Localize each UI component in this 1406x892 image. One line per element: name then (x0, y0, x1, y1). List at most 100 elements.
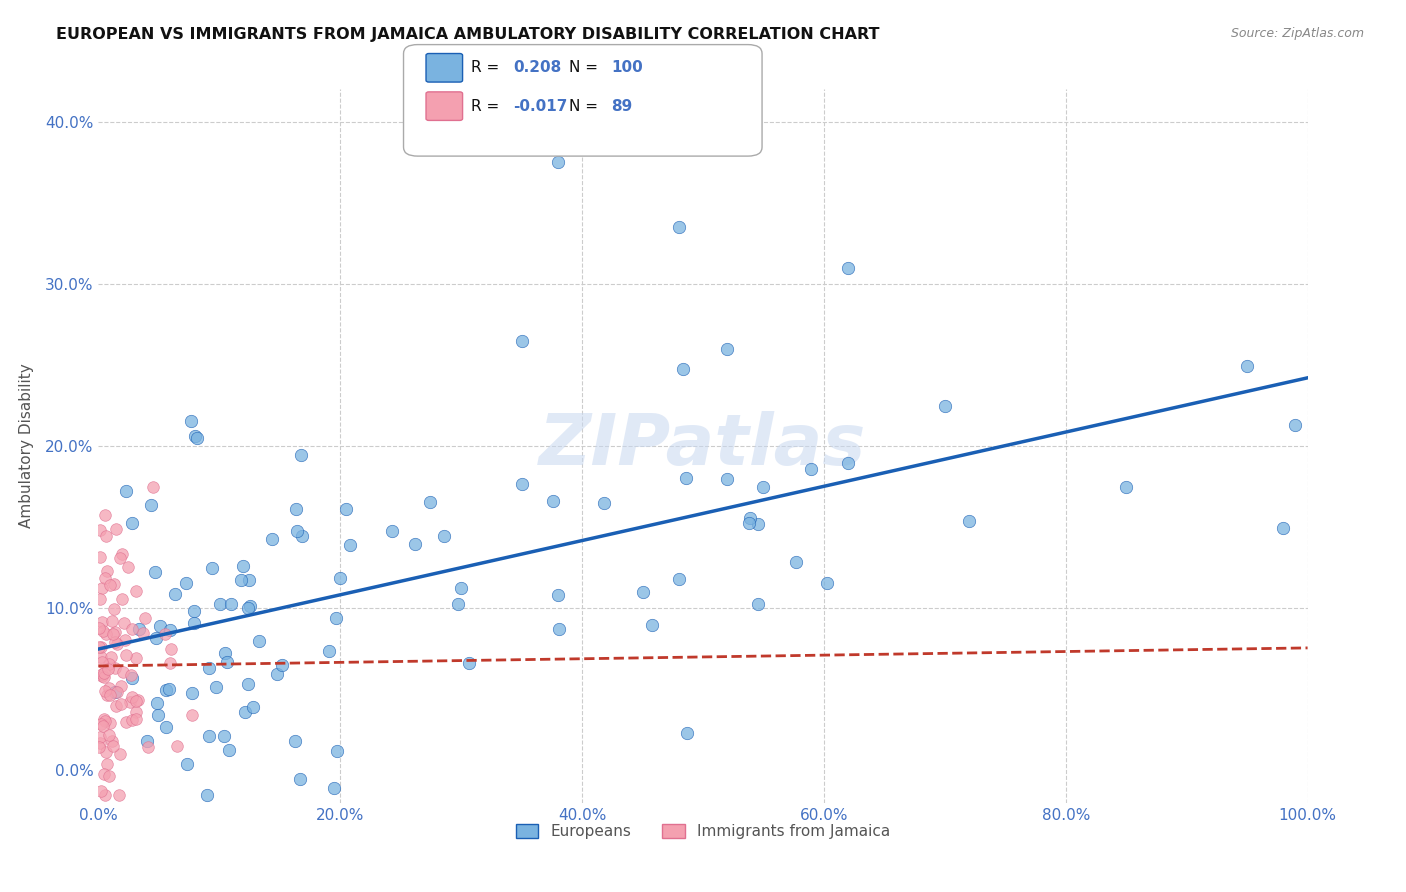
Point (209, 597, 232, 611)
Point (108, 550, 131, 565)
Point (90, 717, 112, 731)
Point (510, 476, 533, 491)
Point (785, 555, 807, 569)
Point (458, 656, 481, 670)
Point (672, 361, 695, 376)
Point (323, 781, 346, 796)
Point (89, 730, 111, 744)
Point (752, 480, 775, 494)
Point (121, 690, 143, 704)
Point (96, 746, 118, 760)
Point (1236, 359, 1258, 374)
Point (103, 577, 125, 591)
Point (89, 736, 111, 750)
Point (91, 581, 114, 595)
Point (90, 649, 112, 664)
Text: Source: ZipAtlas.com: Source: ZipAtlas.com (1230, 27, 1364, 40)
Point (110, 679, 132, 693)
Point (121, 671, 143, 685)
Text: -0.017: -0.017 (513, 99, 568, 113)
Point (541, 494, 564, 508)
Point (447, 597, 470, 611)
Point (335, 502, 357, 516)
Point (291, 529, 314, 543)
Point (675, 471, 697, 485)
Point (91, 615, 114, 630)
Point (89, 523, 111, 537)
Point (747, 597, 769, 611)
Point (236, 676, 259, 690)
Point (157, 681, 180, 696)
Point (233, 705, 256, 719)
Point (141, 498, 163, 512)
Point (104, 635, 127, 649)
Point (107, 788, 129, 802)
Point (284, 733, 307, 747)
Point (108, 747, 131, 762)
Point (98, 728, 121, 742)
Point (198, 730, 221, 744)
Point (183, 616, 205, 631)
Y-axis label: Ambulatory Disability: Ambulatory Disability (18, 364, 34, 528)
Point (287, 524, 309, 538)
Point (91, 668, 114, 682)
Point (640, 618, 662, 632)
Point (934, 399, 956, 413)
Point (93, 788, 115, 802)
Point (105, 685, 128, 699)
Point (205, 681, 228, 695)
Point (94, 684, 117, 698)
Point (100, 716, 122, 731)
Point (89, 640, 111, 654)
Point (110, 698, 132, 712)
Point (98, 681, 121, 696)
Point (135, 734, 157, 748)
Text: N =: N = (569, 61, 603, 75)
Point (800, 461, 823, 475)
Point (121, 516, 143, 530)
Point (91, 719, 114, 733)
Point (262, 532, 284, 546)
Point (176, 756, 198, 771)
Point (114, 633, 136, 648)
Point (89, 549, 111, 564)
Point (195, 788, 218, 802)
Point (747, 516, 769, 531)
Point (146, 708, 169, 723)
Point (229, 573, 252, 587)
Point (94, 571, 117, 585)
Point (125, 705, 148, 719)
Legend: Europeans, Immigrants from Jamaica: Europeans, Immigrants from Jamaica (509, 818, 897, 845)
Point (153, 627, 176, 641)
Point (419, 495, 441, 509)
Point (737, 516, 759, 530)
Text: 89: 89 (612, 99, 633, 113)
Point (1115, 480, 1137, 494)
Point (318, 644, 340, 658)
Point (96, 688, 118, 702)
Point (121, 713, 143, 727)
Point (668, 572, 690, 586)
Text: ZIPatlas: ZIPatlas (540, 411, 866, 481)
Point (159, 623, 181, 637)
Point (547, 588, 569, 602)
Point (90, 640, 112, 654)
Point (837, 457, 859, 471)
Point (166, 739, 188, 754)
Point (326, 744, 349, 758)
Point (142, 480, 165, 494)
Point (548, 622, 571, 636)
Point (89, 621, 111, 635)
Point (98, 578, 121, 592)
Point (510, 334, 533, 348)
Point (101, 734, 124, 748)
Point (450, 581, 472, 595)
Point (145, 631, 167, 645)
Point (104, 685, 127, 699)
Point (143, 565, 166, 579)
Point (101, 739, 124, 753)
Point (94, 714, 117, 728)
Point (98, 769, 121, 783)
Point (266, 666, 288, 681)
Point (1272, 521, 1295, 535)
